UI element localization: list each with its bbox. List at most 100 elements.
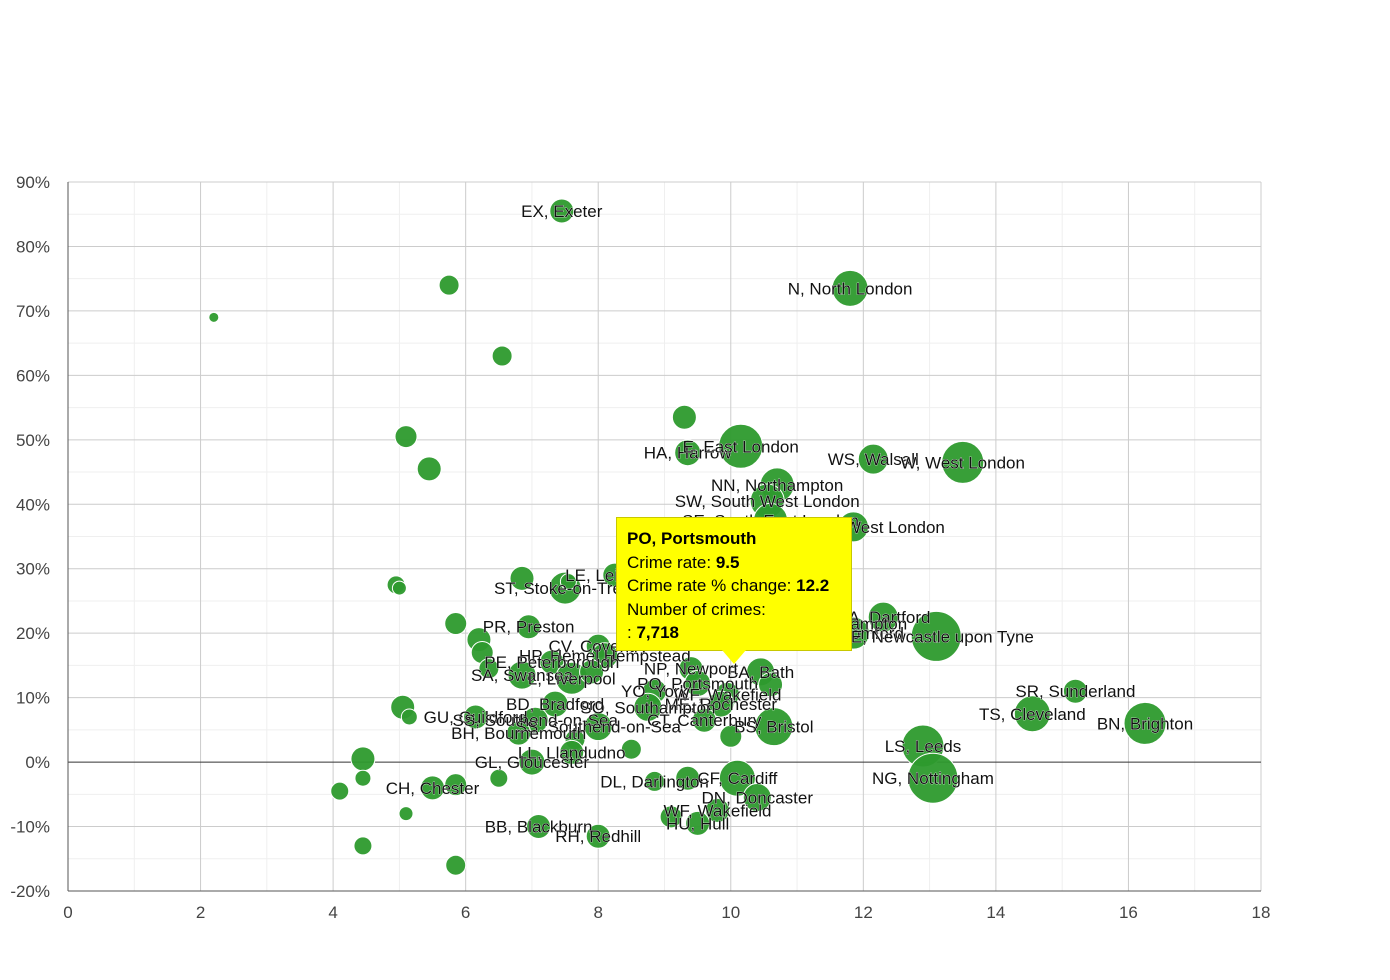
bubble-point bbox=[478, 658, 500, 680]
bubble-label: WS, Walsall bbox=[828, 450, 919, 469]
bubble-point bbox=[831, 269, 869, 307]
bubble-label: LL, Llandudno bbox=[518, 743, 626, 762]
bubble-label: HP, Hemel Hempstead bbox=[519, 647, 691, 666]
bubble-point bbox=[526, 814, 552, 840]
bubble-point bbox=[539, 649, 565, 675]
bubble-label: SO, Southampton bbox=[580, 698, 715, 717]
bubble-label: NN, Northampton bbox=[711, 476, 843, 495]
bubble-point bbox=[907, 752, 959, 804]
bubble-label: WF, Wakefield bbox=[664, 801, 772, 820]
bubble-label: DN, Doncaster bbox=[702, 789, 814, 808]
bubble-point bbox=[754, 707, 794, 747]
y-tick-label: 50% bbox=[16, 431, 50, 450]
x-tick-label: 8 bbox=[593, 903, 602, 922]
bubble-point bbox=[620, 738, 642, 760]
y-tick-label: 70% bbox=[16, 302, 50, 321]
bubble-label: NE, Newcastle upon Tyne bbox=[839, 627, 1034, 646]
y-tick-label: 10% bbox=[16, 689, 50, 708]
axes: 0 2 4 6 8 10 12 14 16 18 -20% -10% 0% 10% 20% 30% 40% 50%… bbox=[10, 173, 1270, 922]
bubble-point bbox=[559, 573, 577, 591]
bubble-label: PO, Portsmouth bbox=[637, 674, 758, 693]
tooltip-pct-change-label: Crime rate % change: bbox=[627, 576, 792, 595]
bubble-label: W, West London bbox=[901, 453, 1025, 472]
y-tick-label: 40% bbox=[16, 495, 50, 514]
bubble-label: WF, Wakefield bbox=[673, 685, 781, 704]
bubble-point bbox=[585, 823, 611, 849]
tooltip-crime-rate-value: 9.5 bbox=[715, 552, 740, 572]
bubble-point bbox=[1062, 678, 1088, 704]
bubble-point bbox=[685, 810, 711, 836]
tooltip-number-label: Number of crimes: bbox=[627, 599, 766, 619]
bubble-point bbox=[438, 274, 460, 296]
bubble-point bbox=[758, 672, 784, 698]
bubble-point bbox=[491, 345, 513, 367]
bubble-point bbox=[420, 775, 446, 801]
bubble-label: GU, Guildford bbox=[424, 708, 528, 727]
bubble-label: BH, Bournemouth bbox=[451, 724, 586, 743]
bubble-point bbox=[684, 669, 712, 697]
bubble-point bbox=[416, 456, 442, 482]
bubble-label: RH, Redhill bbox=[555, 827, 641, 846]
bubble-label: E, East London bbox=[683, 437, 799, 456]
bubble-label: CF, Cardiff bbox=[697, 769, 777, 788]
bubble-point bbox=[633, 692, 663, 722]
bubble-point bbox=[742, 783, 772, 813]
bubble-point bbox=[400, 708, 418, 726]
bubble-label: PR, Preston bbox=[483, 618, 575, 637]
bubble-point bbox=[644, 770, 666, 792]
bubble-label: PE, Peterborough bbox=[484, 653, 619, 672]
bubble-label: ME, Rochester bbox=[665, 695, 778, 714]
bubble-label: SS, Southend-on-Sea bbox=[516, 718, 682, 737]
y-tick-label: 0% bbox=[25, 753, 50, 772]
bubble-point bbox=[941, 440, 985, 484]
bubble-label: YO, York bbox=[621, 682, 689, 701]
bubble-point bbox=[857, 443, 889, 475]
tooltip-number-prefix: : bbox=[627, 623, 632, 642]
x-tick-label: 18 bbox=[1252, 903, 1271, 922]
bubble-label: SS, Southend-on-Sea bbox=[453, 711, 619, 730]
bubble-point bbox=[659, 805, 683, 829]
bubble-label: BA, Bath bbox=[727, 663, 794, 682]
bubble-point bbox=[489, 768, 509, 788]
bubble-point bbox=[208, 311, 220, 323]
bubble-label: ST, Stoke-on-Trent bbox=[494, 579, 636, 598]
bubble-point bbox=[583, 712, 613, 742]
bubble-point bbox=[910, 610, 962, 662]
bubble-point bbox=[394, 425, 418, 449]
bubble-point bbox=[705, 797, 731, 823]
bubble-point bbox=[718, 423, 764, 469]
x-tick-label: 12 bbox=[854, 903, 873, 922]
y-tick-label: 80% bbox=[16, 237, 50, 256]
bubble-point bbox=[509, 565, 535, 591]
tooltip-pct-change-value: 12.2 bbox=[796, 576, 830, 595]
bubble-point bbox=[675, 765, 701, 791]
bubble-label: SR, Sunderland bbox=[1015, 682, 1135, 701]
x-tick-label: 16 bbox=[1119, 903, 1138, 922]
bubble-point bbox=[671, 404, 697, 430]
bubble-point bbox=[463, 704, 489, 730]
bubble-point bbox=[354, 769, 372, 787]
x-tick-label: 2 bbox=[196, 903, 205, 922]
bubble-label: SA, Swansea bbox=[471, 666, 574, 685]
y-tick-label: 30% bbox=[16, 560, 50, 579]
tooltip-crime-rate: Crime rate: 9.5 bbox=[627, 551, 841, 575]
bubble-point bbox=[541, 690, 569, 718]
tooltip-number-value: 7,718 bbox=[636, 623, 680, 642]
bubble-label: DL, Darlington bbox=[600, 772, 709, 791]
bubble-point bbox=[353, 836, 373, 856]
y-tick-label: -10% bbox=[10, 818, 50, 837]
bubble-point bbox=[445, 854, 467, 876]
bubble-label: DA, Dartford bbox=[836, 608, 930, 627]
bubble-point bbox=[719, 724, 743, 748]
x-tick-label: 6 bbox=[461, 903, 470, 922]
bubble-point bbox=[549, 198, 575, 224]
bubble-point bbox=[691, 707, 717, 733]
bubble-label: BB, Blackburn bbox=[485, 818, 593, 837]
tooltip-crime-rate-label: Crime rate: bbox=[627, 552, 712, 572]
bubble-point bbox=[398, 806, 414, 822]
bubble-point bbox=[444, 612, 468, 636]
bubble-label: L, Liverpool bbox=[528, 669, 616, 688]
bubble-point bbox=[330, 781, 350, 801]
bubble-point bbox=[559, 739, 585, 765]
